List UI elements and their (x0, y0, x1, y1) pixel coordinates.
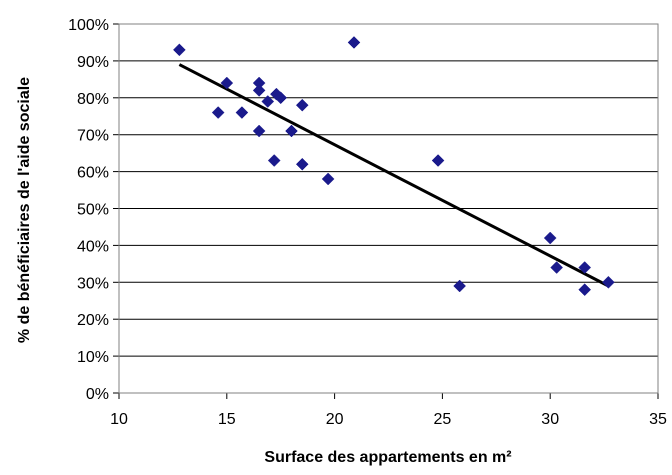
data-point (295, 98, 309, 112)
gridlines (113, 23, 659, 399)
y-tick-label: 80% (77, 91, 109, 108)
x-tick-label: 10 (110, 411, 128, 428)
y-tick-label: 10% (77, 349, 109, 366)
data-point (550, 261, 564, 274)
data-point (220, 76, 234, 90)
y-tick-label: 60% (77, 165, 109, 182)
data-point (285, 124, 298, 138)
x-tick-label: 25 (434, 411, 452, 428)
trendline (178, 63, 610, 288)
data-point (211, 106, 225, 119)
y-tick-label: 30% (77, 275, 109, 292)
data-point (267, 154, 281, 167)
data-points (173, 36, 615, 297)
data-point (252, 124, 266, 138)
y-tick-label: 100% (68, 17, 109, 34)
y-axis-title: % de bénéficiaires de l'aide sociale (16, 77, 33, 343)
data-point (543, 231, 557, 245)
data-point (173, 43, 186, 57)
data-point (578, 261, 592, 274)
x-tick-label: 20 (326, 411, 344, 428)
data-point (453, 279, 467, 293)
y-tick-label: 0% (86, 386, 109, 403)
data-point (274, 91, 288, 105)
x-tick-label: 30 (541, 411, 559, 428)
plot-area-frame (118, 23, 659, 394)
data-point (578, 283, 592, 297)
y-tick-label: 40% (77, 238, 109, 255)
data-point (235, 106, 249, 119)
y-tick-labels: 0% 10% 20% 30% 40% 50% 60% 70% 80% 90% 100% (68, 17, 109, 403)
y-tick-label: 50% (77, 202, 109, 219)
y-tick-label: 20% (77, 312, 109, 329)
data-point (295, 157, 309, 171)
data-point (602, 275, 615, 289)
data-point (431, 154, 445, 167)
trendline-group (178, 63, 610, 288)
data-point (252, 84, 266, 97)
data-point (321, 172, 335, 186)
x-tick-labels: 10 15 20 25 30 35 (110, 411, 667, 428)
x-tick-label: 35 (649, 411, 667, 428)
x-axis-title: Surface des appartements en m² (264, 449, 511, 466)
y-tick-label: 90% (77, 54, 109, 71)
x-tick-label: 15 (218, 411, 236, 428)
data-point (261, 95, 275, 108)
data-point (347, 36, 361, 49)
y-tick-label: 70% (77, 128, 109, 145)
